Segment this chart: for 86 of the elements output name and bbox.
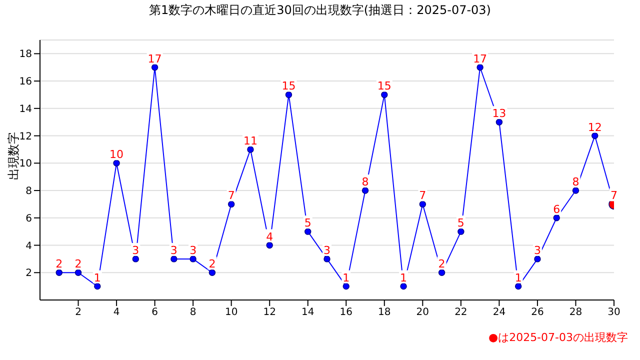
point [400,282,407,290]
y-tick-label: 2 [26,268,32,280]
point [208,269,216,276]
data-label: 1 [342,271,350,284]
point [534,256,541,262]
point [113,160,120,167]
data-label: 8 [572,176,580,189]
point [56,269,62,276]
x-tick-label: 4 [113,307,120,318]
x-tick-label: 30 [608,307,620,318]
data-label: 3 [190,244,197,257]
point [592,132,598,140]
x-tick-label: 20 [416,307,430,318]
data-label: 5 [304,216,312,230]
data-label: 3 [170,244,178,257]
x-tick-label: 16 [340,307,352,318]
data-label: 1 [94,271,101,284]
data-label: 12 [588,120,602,134]
data-label: 7 [610,189,618,202]
point [458,228,464,235]
x-tick-label: 6 [152,307,158,318]
x-tick-label: 2 [75,307,82,318]
data-label: 2 [208,258,216,271]
data-label: 1 [400,271,408,284]
y-tick-label: 18 [19,49,32,60]
data-label: 7 [228,189,235,202]
data-label: 2 [74,258,82,271]
x-tick-label: 28 [569,307,582,318]
x-tick-label: 10 [224,307,238,318]
point [190,256,196,262]
data-label: 2 [56,258,63,271]
data-label: 15 [377,80,392,93]
y-tick-label: 6 [26,213,32,224]
data-label: 8 [362,176,369,189]
data-label: 1 [514,271,522,284]
data-label: 13 [492,107,506,120]
point [553,214,560,222]
x-tick-label: 8 [190,307,196,318]
point [74,269,82,276]
data-label: 17 [473,52,488,66]
point [438,269,446,276]
data-label: 6 [553,202,560,216]
data-label: 15 [282,80,296,93]
y-tick-label: 12 [19,131,32,142]
data-label: 7 [419,189,426,202]
data-label: 3 [324,244,330,257]
point [362,187,369,194]
y-tick-label: 14 [19,104,32,115]
data-label: 17 [148,52,162,66]
x-tick-label: 12 [263,307,276,318]
text: ●は2025-07-03の出現数字 [488,330,628,345]
point [342,282,350,290]
data-label: 3 [132,244,140,257]
point [151,64,158,71]
point [419,200,426,208]
point [247,146,254,153]
x-tick-label: 24 [492,307,506,318]
data-label: 4 [266,230,274,244]
point [266,242,273,249]
point [228,200,235,208]
data-label: 3 [534,244,541,257]
y-tick-label: 10 [19,158,32,170]
y-axis-title: 出現数字 [6,132,20,180]
point [94,282,101,290]
data-label: 5 [457,216,464,230]
point [496,118,503,126]
point [304,228,312,235]
x-tick-label: 14 [302,307,314,318]
data-label: 11 [243,134,258,148]
y-tick-label: 16 [19,76,32,88]
point [476,64,484,71]
point [514,282,522,290]
data-label: 10 [110,148,124,162]
point [132,256,140,262]
x-tick-label: 26 [531,307,544,318]
y-tick-label: 4 [26,240,32,252]
point [572,187,580,194]
point [381,91,388,98]
point [170,256,178,262]
point [324,256,330,262]
x-tick-label: 22 [454,307,468,318]
point [285,91,292,98]
data-label: 2 [438,258,446,271]
x-tick-label: 18 [378,307,391,318]
y-tick-label: 8 [26,186,32,198]
chart-title: 第1数字の木曜日の直近30回の出現数字(抽選日：2025-07-03) [148,2,492,19]
